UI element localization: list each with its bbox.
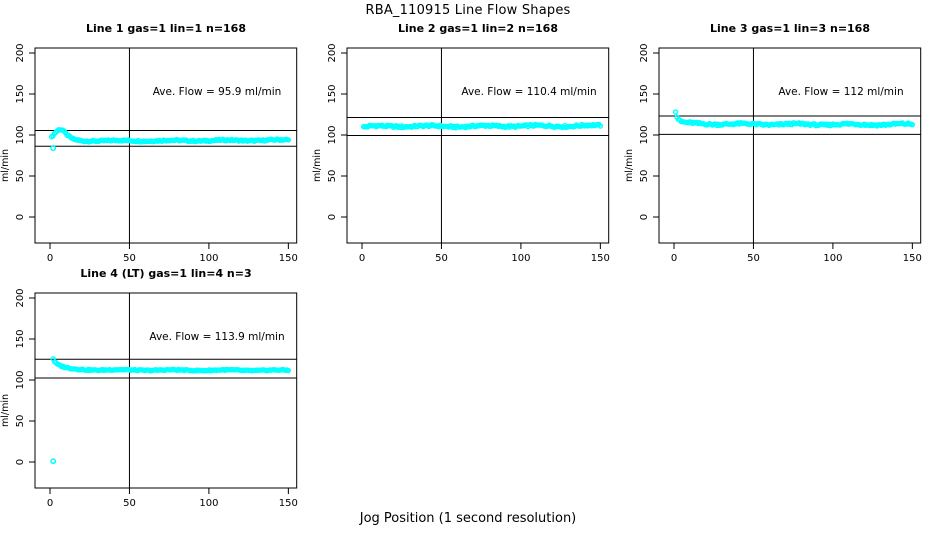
y-tick-label: 200 <box>15 43 26 62</box>
line-2-plot-canvas: 0 50 100 150 200 0 50 100 150 ml/min Ave. Flow = 1… <box>312 43 610 264</box>
x-tick-label: 100 <box>823 253 842 264</box>
ave-flow-annotation: Ave. Flow = 113.9 ml/min <box>149 331 284 343</box>
y-tick-label: 0 <box>639 214 650 220</box>
x-tick-label: 150 <box>279 498 298 509</box>
x-tick-label: 150 <box>903 253 922 264</box>
y-tick-label: 150 <box>15 84 26 103</box>
y-tick-label: 200 <box>639 43 650 62</box>
line-1-plot-canvas: 0 50 100 150 200 0 50 100 150 ml/min Ave. Flow = 9… <box>0 43 298 264</box>
y-tick-label: 100 <box>15 125 26 144</box>
x-tick-label: 150 <box>591 253 610 264</box>
y-tick-label: 100 <box>15 370 26 389</box>
line-4-plot-canvas: 0 50 100 150 200 0 50 100 150 ml/min Ave. Flow = 1… <box>0 288 298 509</box>
y-axis-label: ml/min <box>0 149 11 182</box>
y-tick-label: 50 <box>639 170 650 183</box>
y-axis-label: ml/min <box>624 149 635 182</box>
subplot-line-3: Line 3 gas=1 lin=3 n=168 0 50 100 150 200 0 50… <box>624 20 936 265</box>
x-tick-label: 150 <box>279 253 298 264</box>
plot-box <box>346 47 610 244</box>
subplot-line-3-title: Line 3 gas=1 lin=3 n=168 <box>709 22 870 35</box>
y-tick-label: 100 <box>639 125 650 144</box>
y-tick-label: 0 <box>327 214 338 220</box>
y-tick-label: 0 <box>15 459 26 465</box>
subplot-line-2: Line 2 gas=1 lin=2 n=168 0 50 100 150 200 0 50… <box>312 20 624 265</box>
x-tick-label: 50 <box>123 498 136 509</box>
ave-flow-annotation: Ave. Flow = 110.4 ml/min <box>461 86 596 98</box>
ave-flow-annotation: Ave. Flow = 112 ml/min <box>778 86 903 98</box>
y-tick-label: 150 <box>639 84 650 103</box>
figure-main-title: RBA_110915 Line Flow Shapes <box>365 3 571 18</box>
x-tick-label: 100 <box>511 253 530 264</box>
x-tick-label: 50 <box>123 253 136 264</box>
subplot-line-2-title: Line 2 gas=1 lin=2 n=168 <box>397 22 558 35</box>
data-point <box>672 109 679 115</box>
subplot-line-4: Line 4 (LT) gas=1 lin=4 n=3 0 50 100 150 200… <box>0 265 312 510</box>
y-tick-label: 0 <box>15 214 26 220</box>
subplot-line-4-title: Line 4 (LT) gas=1 lin=4 n=3 <box>80 267 252 280</box>
y-tick-label: 50 <box>327 170 338 183</box>
figure-x-axis-label: Jog Position (1 second resolution) <box>359 511 577 526</box>
x-tick-label: 50 <box>435 253 448 264</box>
x-tick-label: 0 <box>359 253 365 264</box>
y-axis-label: ml/min <box>0 394 11 427</box>
subplot-line-1: Line 1 gas=1 lin=1 n=168 0 50 100 150 200 0 50… <box>0 20 312 265</box>
y-tick-label: 200 <box>327 43 338 62</box>
data-point <box>285 137 292 143</box>
x-tick-label: 50 <box>747 253 760 264</box>
x-tick-label: 100 <box>199 253 218 264</box>
y-tick-label: 150 <box>15 329 26 348</box>
x-tick-label: 0 <box>671 253 677 264</box>
plot-box <box>34 47 298 244</box>
plot-box <box>34 292 298 489</box>
plot-box <box>658 47 922 244</box>
y-tick-label: 200 <box>15 288 26 307</box>
outlier-point <box>50 458 57 465</box>
y-tick-label: 100 <box>327 125 338 144</box>
line-3-plot-canvas: 0 50 100 150 200 0 50 100 150 ml/min Ave. Flow = 1… <box>624 43 922 264</box>
ave-flow-annotation: Ave. Flow = 95.9 ml/min <box>153 86 282 98</box>
y-tick-label: 50 <box>15 170 26 183</box>
outlier-point <box>50 145 57 152</box>
x-tick-label: 0 <box>47 253 53 264</box>
x-tick-label: 100 <box>199 498 218 509</box>
data-point <box>285 367 292 374</box>
y-tick-label: 150 <box>327 84 338 103</box>
subplot-line-1-title: Line 1 gas=1 lin=1 n=168 <box>85 22 246 35</box>
y-tick-label: 50 <box>15 415 26 428</box>
x-tick-label: 0 <box>47 498 53 509</box>
data-point <box>909 122 916 128</box>
y-axis-label: ml/min <box>312 149 323 182</box>
data-point <box>597 123 604 129</box>
